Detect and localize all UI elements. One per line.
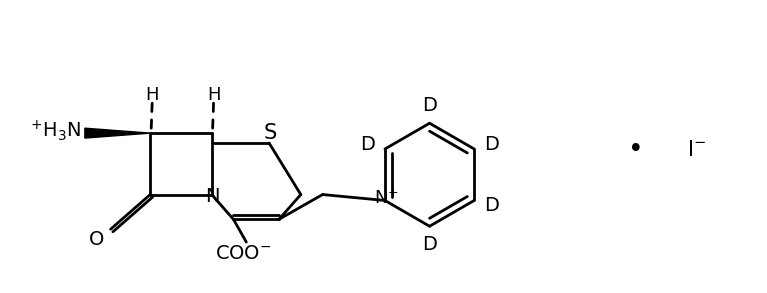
Polygon shape bbox=[85, 128, 150, 138]
Text: N$^{+}$: N$^{+}$ bbox=[374, 189, 400, 208]
Text: COO$^{-}$: COO$^{-}$ bbox=[215, 244, 272, 263]
Text: D: D bbox=[422, 96, 437, 115]
Text: D: D bbox=[485, 196, 499, 215]
Text: O: O bbox=[89, 230, 104, 249]
Text: S: S bbox=[263, 123, 277, 143]
Text: I$^{-}$: I$^{-}$ bbox=[687, 140, 706, 160]
Text: H: H bbox=[146, 86, 159, 105]
Text: $^{+}$H$_3$N: $^{+}$H$_3$N bbox=[30, 119, 81, 144]
Text: D: D bbox=[485, 134, 499, 154]
Text: •: • bbox=[627, 137, 644, 163]
Text: D: D bbox=[360, 134, 374, 154]
Text: D: D bbox=[422, 235, 437, 253]
Text: H: H bbox=[207, 86, 220, 105]
Text: N: N bbox=[206, 187, 220, 206]
